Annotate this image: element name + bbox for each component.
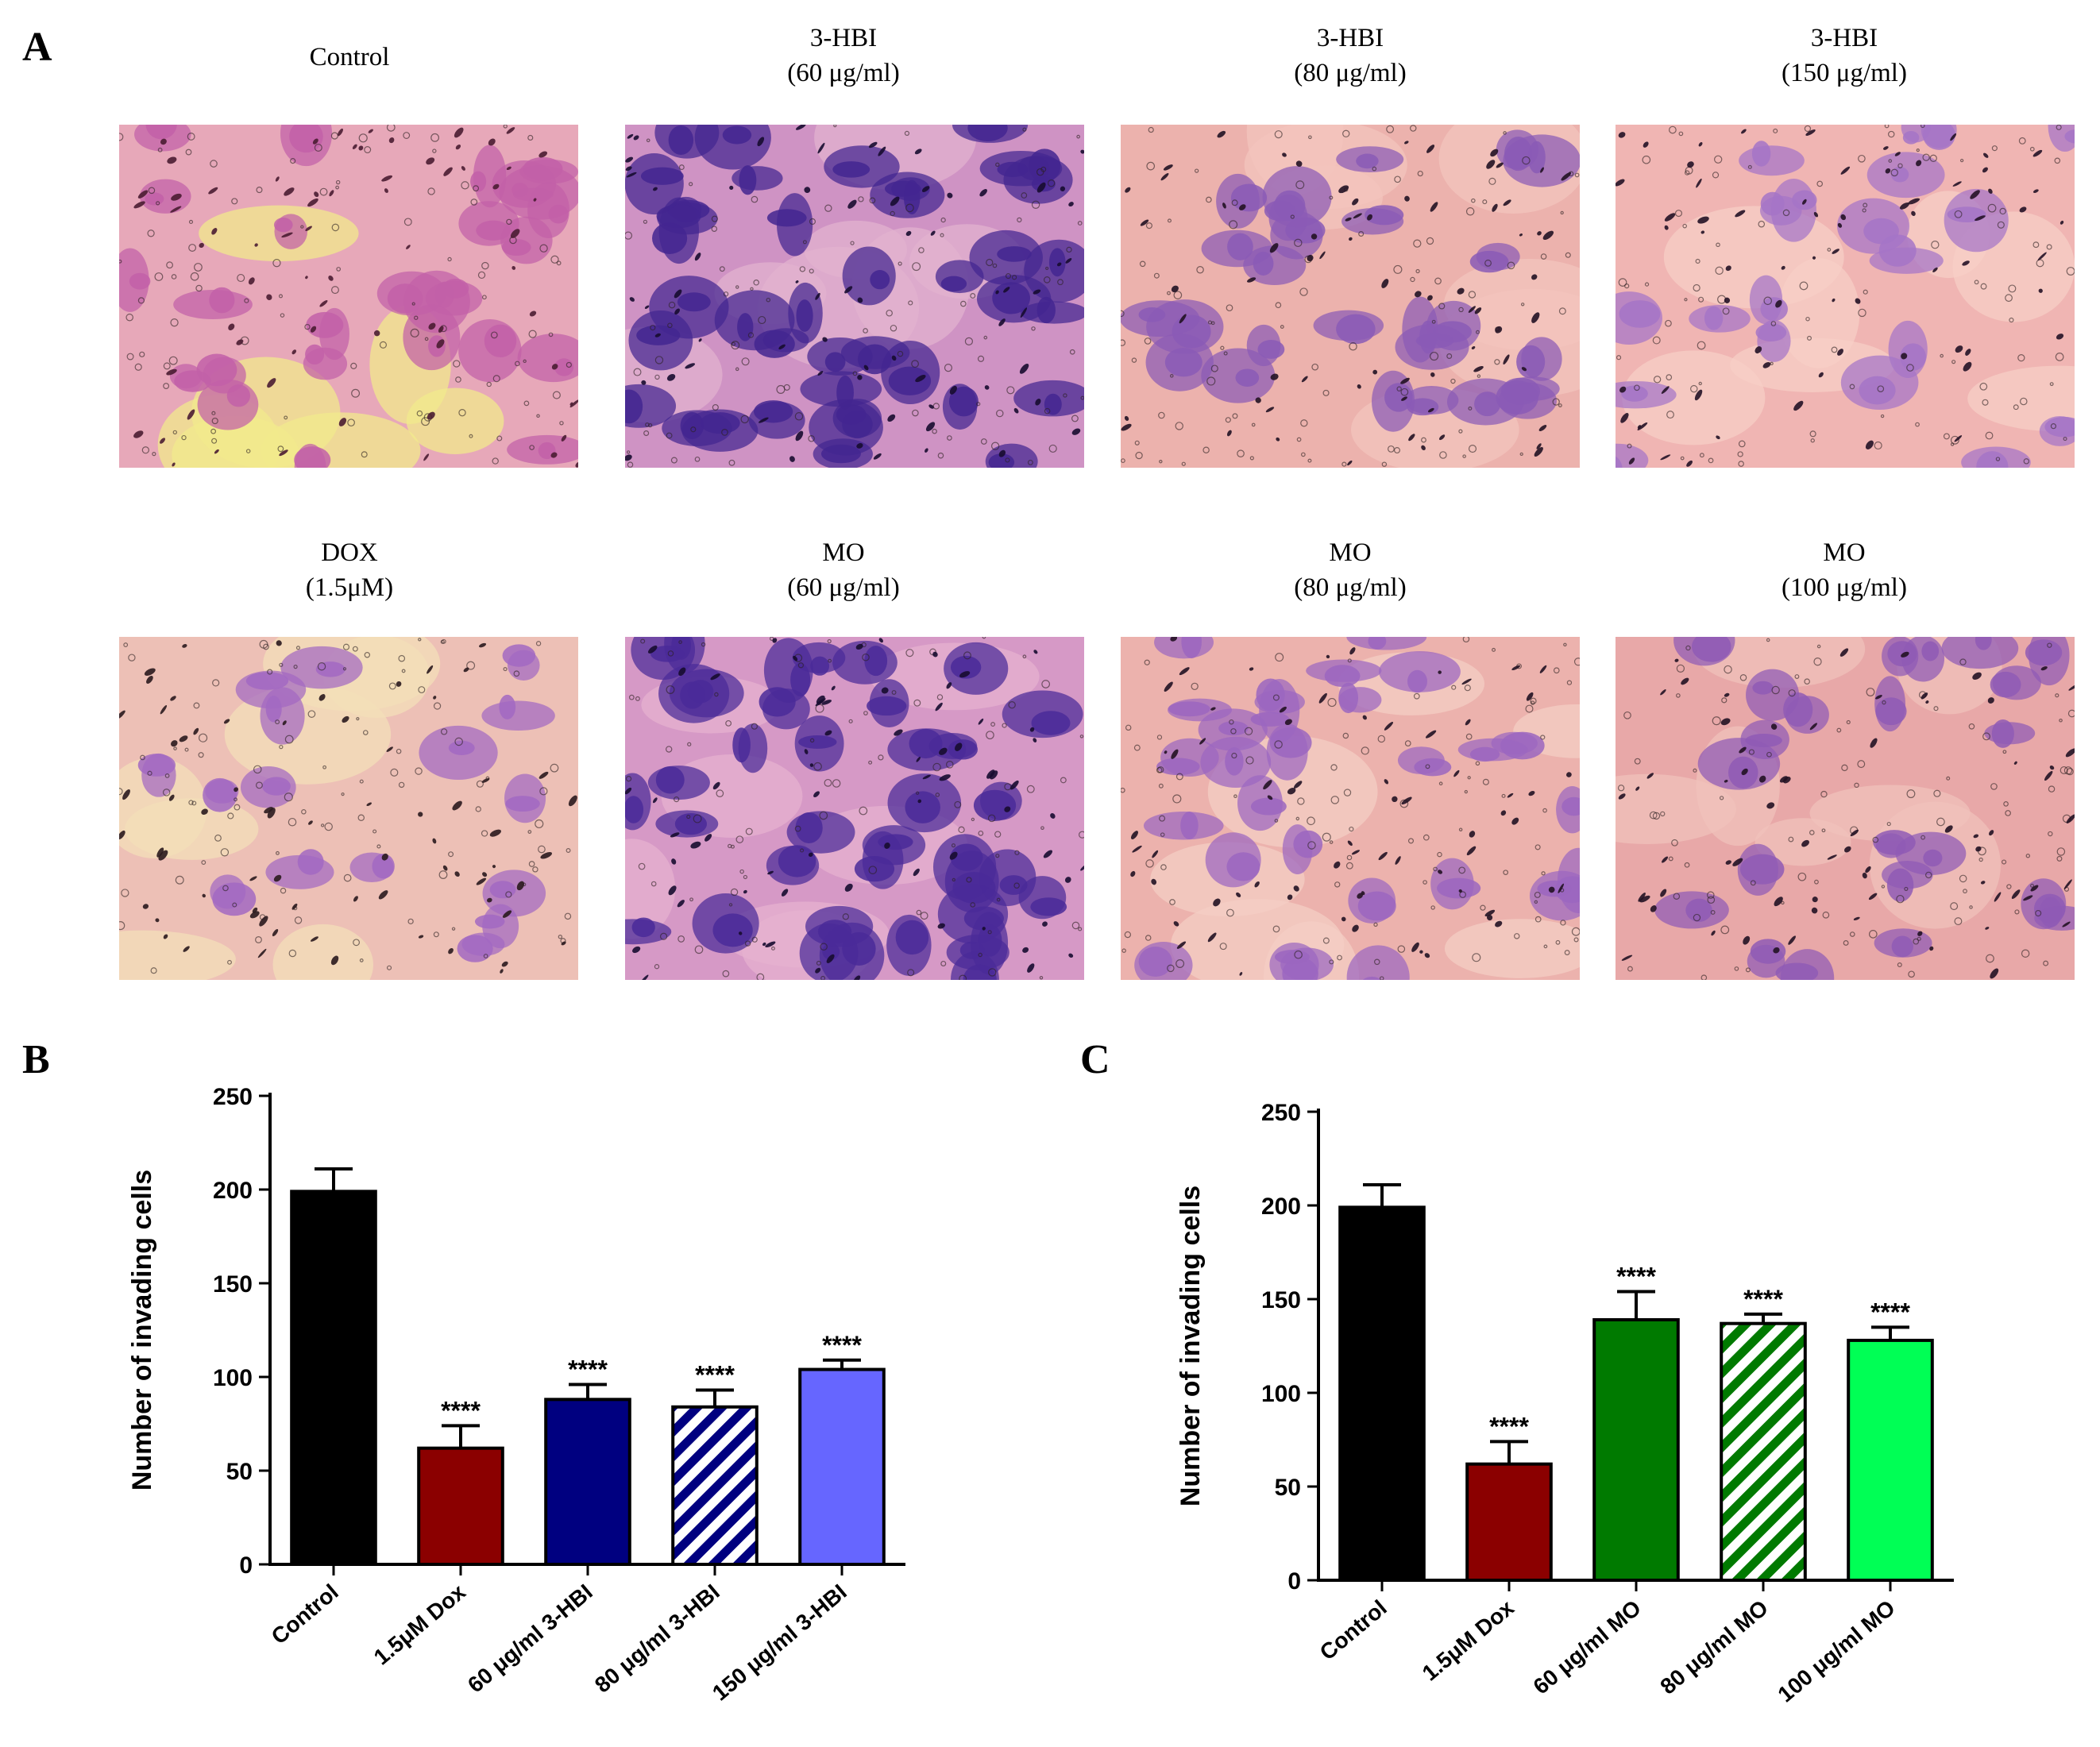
- image-label-3hbi-80: 3-HBI (80 μg/ml): [1294, 24, 1407, 87]
- x-tick-label: 60 μg/ml MO: [1528, 1595, 1645, 1699]
- y-tick-label: 150: [1261, 1287, 1301, 1313]
- image-label-dox: DOX (1.5μM): [305, 538, 394, 602]
- micrograph-dox: [119, 637, 578, 980]
- y-tick-label: 50: [226, 1459, 253, 1485]
- significance-label: ****: [568, 1355, 608, 1383]
- bar: [1338, 1205, 1426, 1583]
- image-label-mo-80: MO (80 μg/ml): [1294, 538, 1407, 602]
- y-tick-label: 100: [213, 1365, 253, 1391]
- bar: [1847, 1338, 1934, 1582]
- significance-label: ****: [1616, 1263, 1656, 1291]
- micrograph-mo-80: [1121, 637, 1580, 980]
- micrograph-3hbi-80: [1121, 125, 1580, 468]
- image-label-mo-100: MO (100 μg/ml): [1782, 538, 1907, 602]
- significance-label: ****: [1870, 1298, 1910, 1326]
- significance-label: ****: [441, 1396, 481, 1425]
- y-tick-label: 200: [1261, 1194, 1301, 1220]
- x-tick-label: 1.5μM Dox: [1418, 1595, 1519, 1686]
- image-label-3hbi-150: 3-HBI (150 μg/ml): [1782, 24, 1907, 87]
- bar: [671, 1405, 759, 1567]
- x-tick-label: Control: [1315, 1595, 1392, 1665]
- micrograph-mo-100: [1616, 637, 2075, 980]
- panel-label-c: C: [1080, 1037, 1110, 1082]
- panel-label-b: B: [22, 1037, 50, 1082]
- x-tick-label: 60 μg/ml 3-HBI: [463, 1579, 597, 1698]
- y-tick-label: 250: [1261, 1100, 1301, 1126]
- bar: [1592, 1317, 1680, 1582]
- significance-label: ****: [1489, 1412, 1529, 1440]
- image-label-mo-60: MO (60 μg/ml): [787, 538, 900, 602]
- x-tick-label: 80 μg/ml MO: [1655, 1595, 1772, 1699]
- image-label-3hbi-60: 3-HBI (60 μg/ml): [787, 24, 900, 87]
- y-axis-label: Number of invading cells: [1175, 1186, 1206, 1506]
- y-tick-label: 100: [1261, 1381, 1301, 1407]
- micrograph-3hbi-150: [1616, 125, 2075, 468]
- significance-label: ****: [822, 1331, 862, 1359]
- y-tick-label: 0: [239, 1552, 253, 1579]
- panel-label-a: A: [22, 25, 52, 70]
- y-axis-label: Number of invading cells: [127, 1170, 157, 1491]
- y-tick-label: 150: [213, 1271, 253, 1298]
- significance-label: ****: [1743, 1285, 1783, 1313]
- x-tick-label: Control: [267, 1579, 343, 1649]
- bar-chart-b: Number of invading cells 0 50 100 150 200 250 C…: [95, 1064, 937, 1747]
- bar-chart-c: Number of invading cells 0 50 100 150 200 250 C…: [1144, 1080, 1986, 1747]
- bar: [1465, 1462, 1553, 1582]
- bar: [290, 1190, 377, 1567]
- bar: [1720, 1321, 1807, 1582]
- y-tick-label: 0: [1287, 1568, 1301, 1595]
- x-tick-label: 1.5μM Dox: [369, 1579, 471, 1670]
- significance-label: ****: [695, 1361, 735, 1390]
- x-tick-label: 150 μg/ml 3-HBI: [708, 1579, 851, 1706]
- micrograph-3hbi-60: [625, 125, 1084, 468]
- y-tick-label: 250: [213, 1084, 253, 1110]
- bar: [544, 1398, 631, 1566]
- y-tick-label: 200: [213, 1178, 253, 1204]
- y-tick-label: 50: [1275, 1475, 1301, 1501]
- x-tick-label: 100 μg/ml MO: [1773, 1595, 1899, 1707]
- micrograph-mo-60: [625, 637, 1084, 980]
- image-label-control: Control: [309, 43, 390, 71]
- bar: [798, 1367, 886, 1566]
- bar: [417, 1446, 504, 1566]
- micrograph-control: [119, 125, 578, 468]
- x-tick-label: 80 μg/ml 3-HBI: [590, 1579, 724, 1698]
